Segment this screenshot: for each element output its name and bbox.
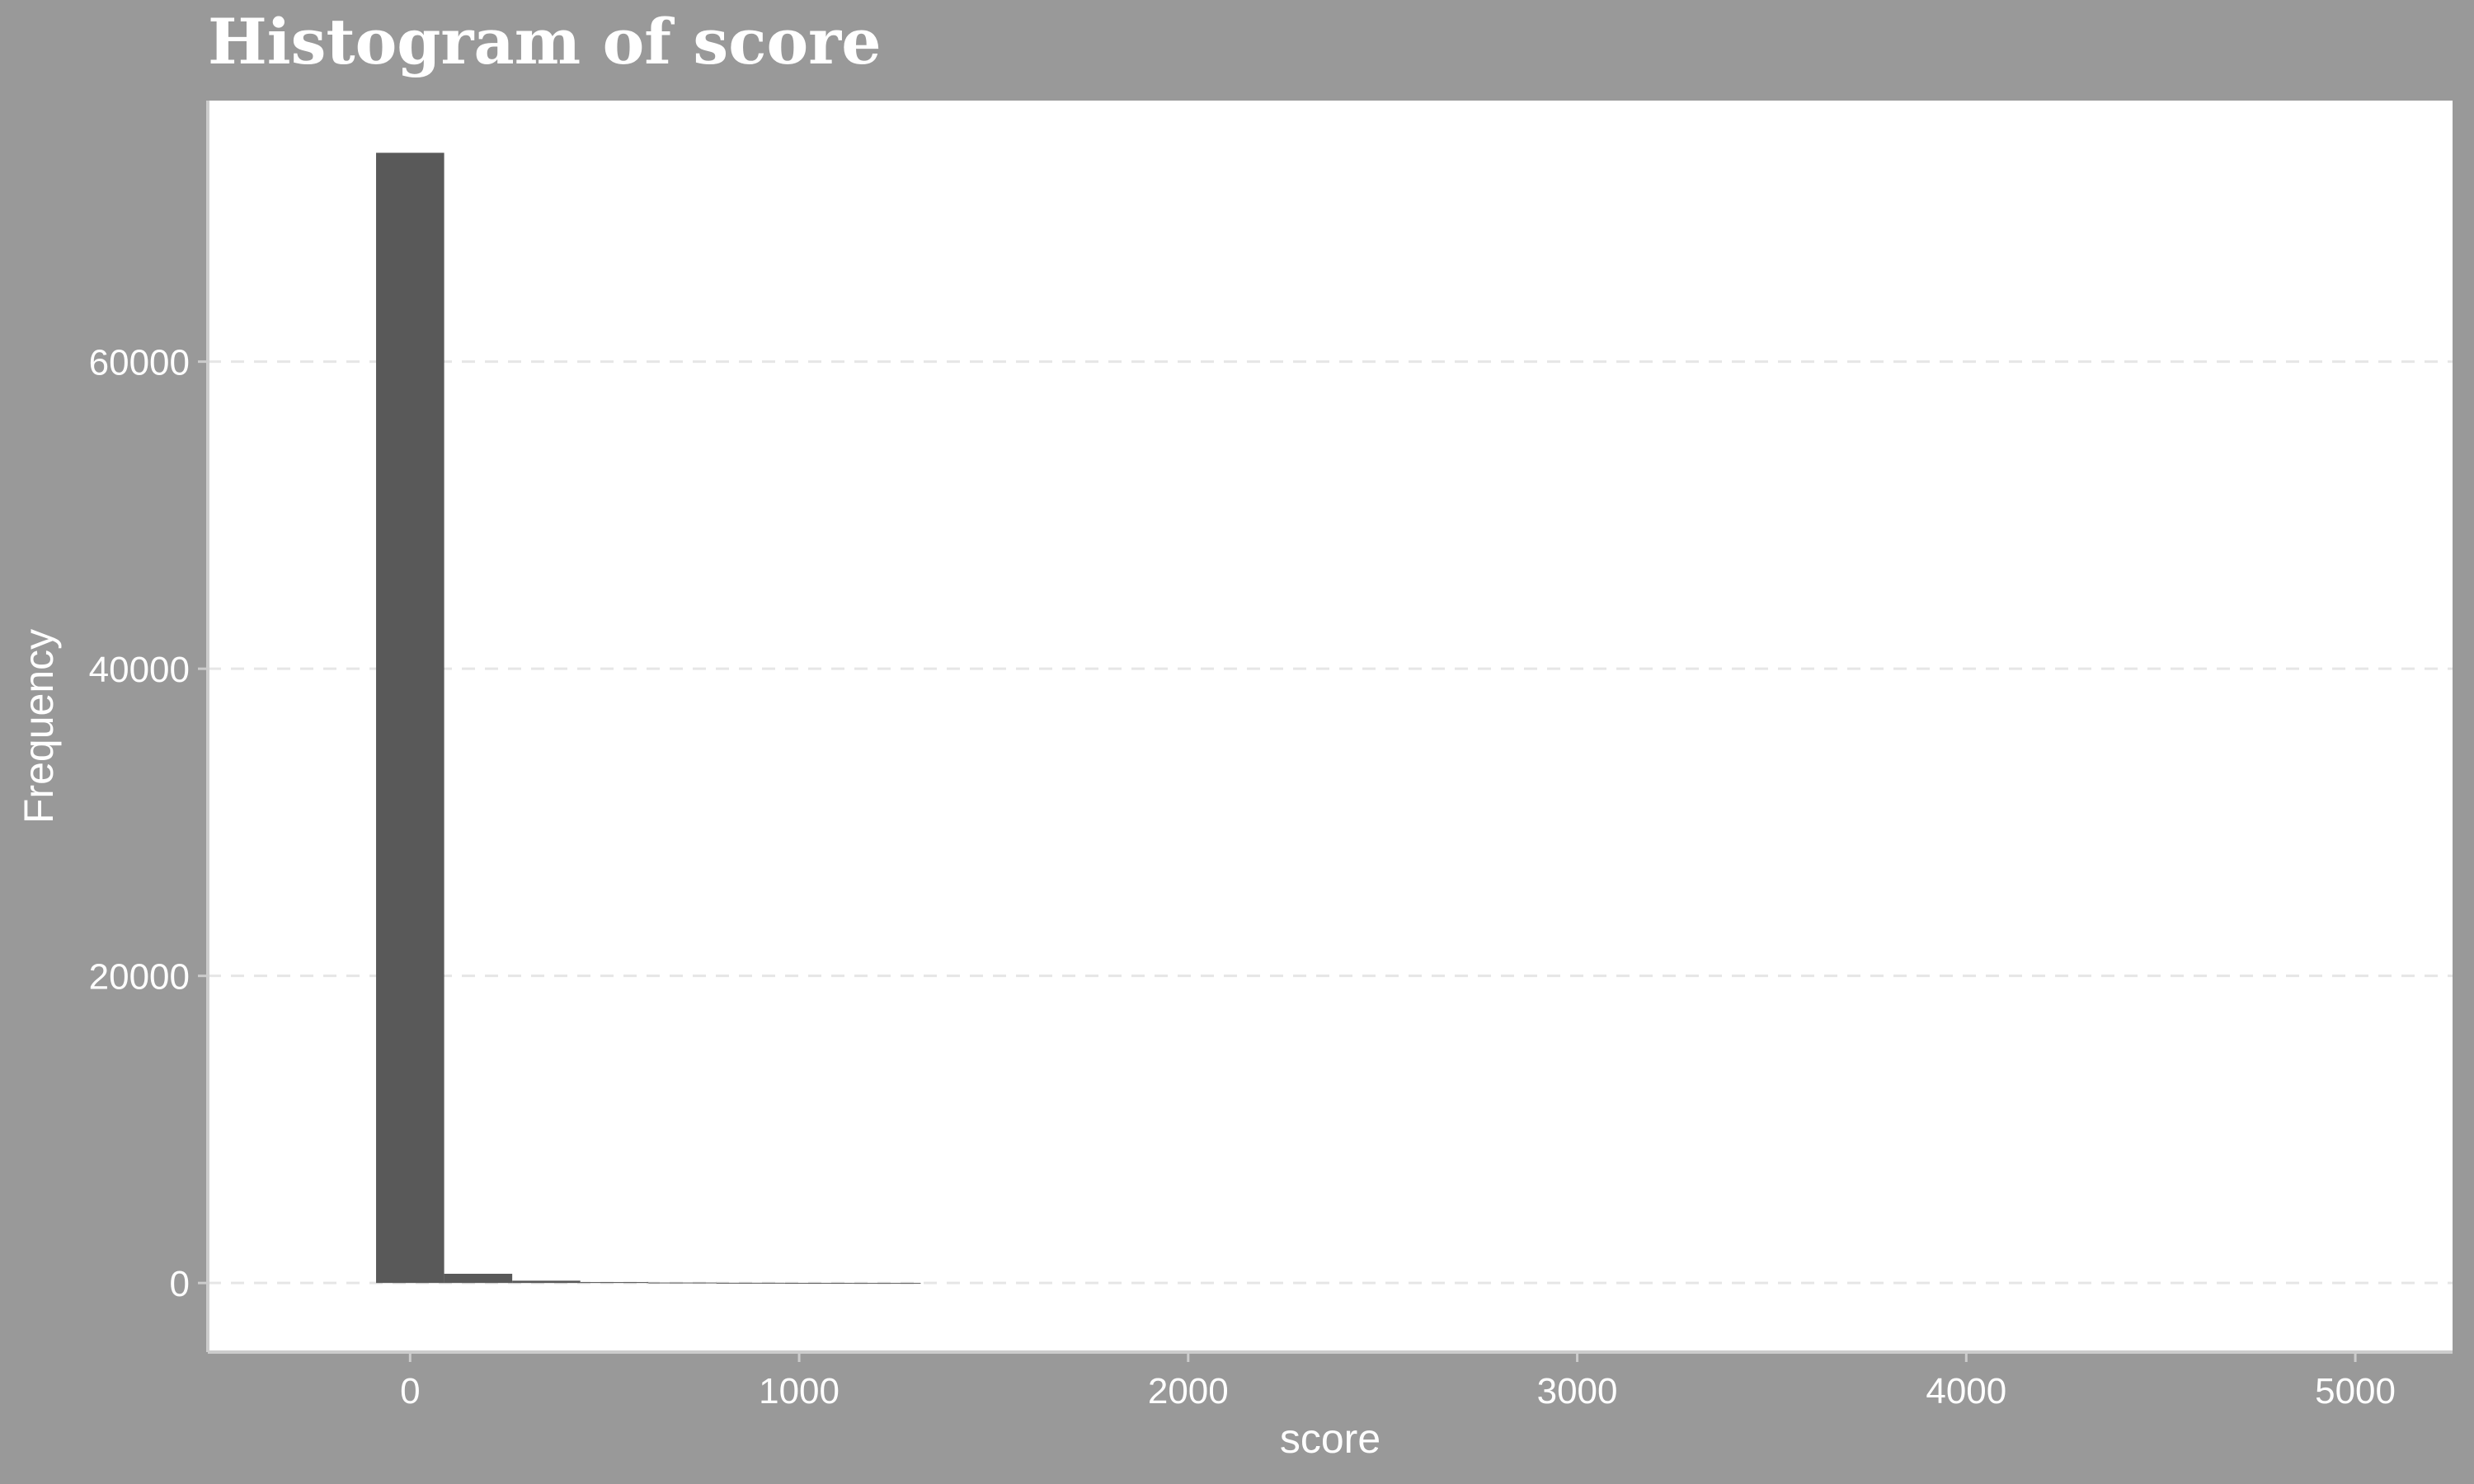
y-tick-label: 0 — [170, 1264, 190, 1304]
histogram-bar — [648, 1282, 717, 1284]
x-tick-label: 5000 — [2315, 1371, 2396, 1411]
x-tick-label: 3000 — [1537, 1371, 1618, 1411]
y-tick-label: 60000 — [89, 343, 190, 383]
histogram-bar — [580, 1282, 649, 1284]
x-axis-label: score — [1280, 1416, 1380, 1462]
y-tick-label: 20000 — [89, 957, 190, 998]
histogram-bar — [852, 1283, 921, 1284]
plot-panel — [208, 101, 2453, 1352]
histogram-bar — [716, 1282, 785, 1284]
histogram-bar — [376, 153, 444, 1284]
chart-title: Histogram of score — [208, 5, 882, 78]
y-tick-label: 40000 — [89, 650, 190, 690]
y-axis-label: Frequency — [16, 629, 62, 824]
histogram-bar — [784, 1283, 853, 1284]
x-tick-label: 1000 — [759, 1371, 840, 1411]
x-tick-label: 0 — [400, 1371, 420, 1411]
x-tick-label: 2000 — [1148, 1371, 1229, 1411]
y-axis: 0 20000 40000 60000 — [89, 101, 209, 1352]
x-tick-label: 4000 — [1926, 1371, 2006, 1411]
histogram-bar — [444, 1274, 513, 1284]
histogram-bars — [376, 153, 921, 1284]
histogram-bar — [512, 1280, 581, 1284]
x-axis: 0 1000 2000 3000 4000 5000 — [208, 1350, 2453, 1411]
